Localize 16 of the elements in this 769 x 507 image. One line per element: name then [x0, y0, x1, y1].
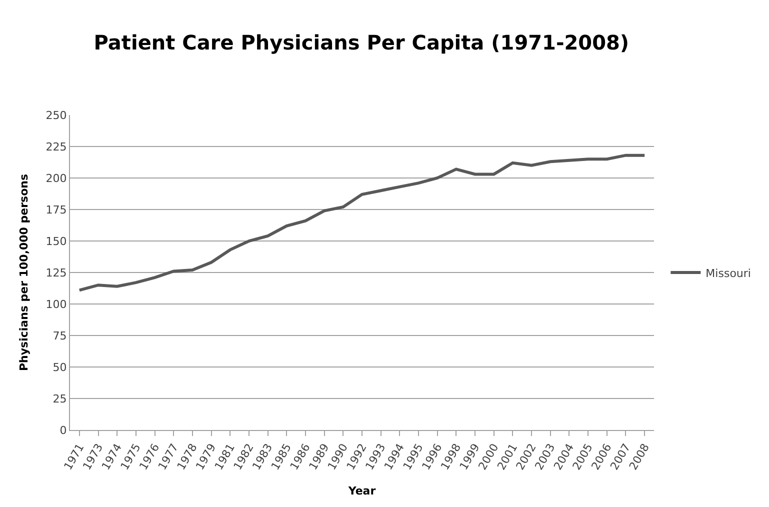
y-tick-label: 175 — [46, 203, 67, 216]
line-series — [78, 154, 646, 292]
y-tick-label: 0 — [60, 424, 67, 437]
y-tick-label: 75 — [52, 329, 67, 342]
y-tick-label: 50 — [52, 360, 67, 374]
chart-title: Patient Care Physicians Per Capita (1971-2008) — [94, 30, 630, 54]
y-tick-label: 250 — [46, 108, 67, 122]
y-tick-label: 125 — [46, 266, 67, 280]
y-tick-label: 200 — [46, 172, 67, 185]
y-tick-label: 225 — [46, 140, 67, 154]
y-tick-label: 100 — [46, 298, 67, 311]
x-axis-title: Year — [347, 484, 376, 498]
y-tick-label: 150 — [46, 234, 67, 248]
y-tick-label: 25 — [52, 392, 67, 406]
y-axis-title: Physicians per 100,000 persons — [17, 174, 30, 372]
legend-label: Missouri — [706, 266, 751, 280]
